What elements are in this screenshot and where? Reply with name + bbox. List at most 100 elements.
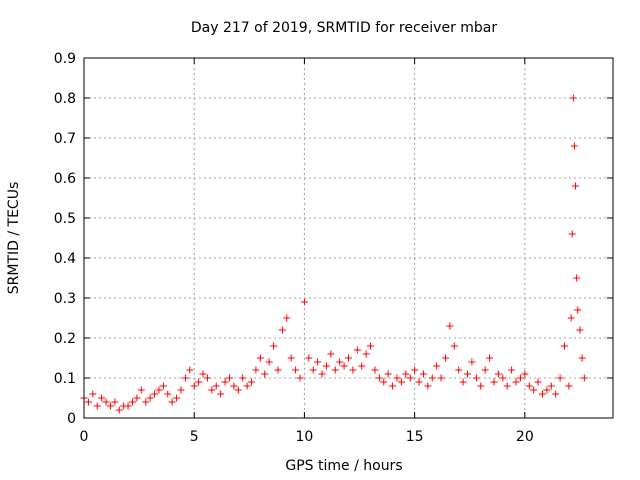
data-point — [569, 94, 577, 102]
data-point — [349, 366, 357, 374]
data-point — [552, 390, 560, 398]
y-tick-label: 0.8 — [54, 91, 76, 107]
data-point — [371, 366, 379, 374]
data-point — [195, 378, 203, 386]
data-point — [375, 374, 383, 382]
data-point — [261, 370, 269, 378]
data-point — [252, 366, 260, 374]
data-point — [173, 394, 181, 402]
data-point — [274, 366, 282, 374]
data-point — [181, 374, 189, 382]
data-point — [164, 390, 172, 398]
data-point — [151, 390, 159, 398]
data-point — [270, 342, 278, 350]
data-point — [580, 374, 588, 382]
data-point — [472, 374, 480, 382]
data-point — [525, 382, 533, 390]
y-tick-label: 0.9 — [54, 51, 76, 67]
data-points — [80, 94, 588, 414]
plot-area-frame — [83, 57, 614, 419]
x-tick-label: 15 — [406, 429, 424, 445]
data-point — [248, 378, 256, 386]
data-point — [477, 382, 485, 390]
data-point — [499, 374, 507, 382]
data-point — [367, 342, 375, 350]
data-point — [296, 374, 304, 382]
data-point — [481, 366, 489, 374]
x-tick-label: 5 — [190, 429, 199, 445]
data-point — [98, 394, 106, 402]
data-point — [177, 386, 185, 394]
data-point — [305, 354, 313, 362]
data-point — [568, 230, 576, 238]
data-point — [428, 374, 436, 382]
data-point — [415, 378, 423, 386]
data-point — [89, 390, 97, 398]
data-point — [221, 378, 229, 386]
data-point — [212, 382, 220, 390]
data-point — [186, 366, 194, 374]
y-tick-label: 0.6 — [54, 171, 76, 187]
data-point — [530, 386, 538, 394]
data-point — [318, 370, 326, 378]
data-point — [340, 362, 348, 370]
data-point — [102, 398, 110, 406]
data-point — [283, 314, 291, 322]
data-point — [389, 382, 397, 390]
data-point — [124, 402, 132, 410]
data-point — [336, 358, 344, 366]
data-point — [508, 366, 516, 374]
data-point — [486, 354, 494, 362]
data-point — [287, 354, 295, 362]
x-tick-label: 20 — [516, 429, 534, 445]
data-point — [106, 402, 114, 410]
data-point — [393, 374, 401, 382]
data-point — [278, 326, 286, 334]
data-point — [155, 386, 163, 394]
data-point — [234, 386, 242, 394]
data-point — [327, 350, 335, 358]
y-tick-label: 0.1 — [54, 371, 76, 387]
data-point — [300, 298, 308, 306]
y-tick-label: 0.5 — [54, 211, 76, 227]
axis-ticks: 0 0.1 0.2 0.3 0.4 0.5 0.6 0.7 0.8 0.9 0 5 10 15 20 — [54, 51, 613, 445]
data-point — [573, 274, 581, 282]
data-point — [353, 346, 361, 354]
data-point — [256, 354, 264, 362]
data-point — [521, 370, 529, 378]
data-point — [142, 398, 150, 406]
data-point — [239, 374, 247, 382]
data-point — [459, 378, 467, 386]
data-point — [424, 382, 432, 390]
data-point — [464, 370, 472, 378]
data-point — [146, 394, 154, 402]
data-point — [574, 306, 582, 314]
data-point — [380, 378, 388, 386]
data-point — [133, 394, 141, 402]
data-point — [547, 382, 555, 390]
data-point — [572, 182, 580, 190]
y-tick-label: 0.4 — [54, 251, 76, 267]
data-point — [168, 398, 176, 406]
data-point — [468, 358, 476, 366]
data-point — [419, 370, 427, 378]
data-point — [345, 354, 352, 362]
data-point — [115, 406, 123, 414]
data-point — [84, 398, 92, 406]
data-point — [565, 382, 573, 390]
x-tick-label: 10 — [296, 429, 314, 445]
data-point — [450, 342, 458, 350]
data-point — [217, 390, 225, 398]
data-point — [567, 314, 575, 322]
data-point — [362, 350, 370, 358]
y-axis-label: SRMTID / TECUs — [6, 182, 22, 295]
data-point — [309, 366, 317, 374]
data-point — [570, 142, 578, 150]
data-point — [556, 374, 564, 382]
data-point — [292, 366, 300, 374]
data-point — [578, 354, 586, 362]
chart-title: Day 217 of 2019, SRMTID for receiver mba… — [191, 20, 498, 36]
data-point — [230, 382, 238, 390]
data-point — [243, 382, 251, 390]
data-point — [437, 374, 445, 382]
